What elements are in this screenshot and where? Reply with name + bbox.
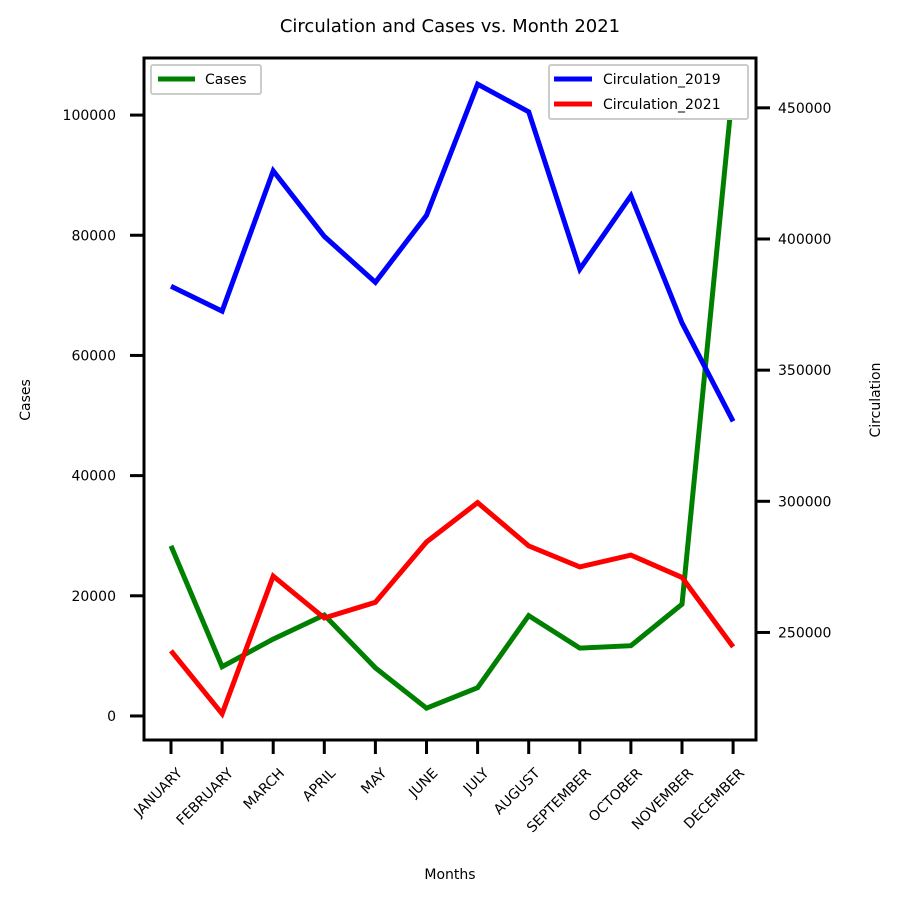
y-right-tick-label: 250000 [778,625,831,641]
chart-title: Circulation and Cases vs. Month 2021 [280,16,620,37]
x-axis-label: Months [424,867,475,883]
y-right-tick-label: 350000 [778,363,831,379]
y-axis-right-label: Circulation [868,363,884,438]
y-axis-left-label: Cases [18,379,34,421]
series-line-cases [168,84,736,712]
series-line-circulation-2021 [169,499,736,719]
legend-right-box [548,64,749,120]
legend-label: Circulation_2019 [603,72,721,88]
y-right-tick-label: 450000 [778,101,831,117]
plot-frame [142,56,758,742]
y-left-tick-label: 80000 [71,228,116,244]
y-left-tick-label: 0 [107,709,116,725]
series-line-circulation-2019 [169,80,736,423]
y-right-tick-label: 300000 [778,494,831,510]
legend-right: Circulation_2019 Circulation_2021 [548,64,749,120]
y-left-tick-label: 60000 [71,348,116,364]
legend-left: Cases [150,64,262,95]
legend-label: Circulation_2021 [603,97,721,113]
y-left-tick-label: 40000 [71,469,116,485]
y-right-tick-label: 400000 [778,232,831,248]
y-left-tick-label: 20000 [71,589,116,605]
legend-left-box [150,64,262,95]
y-left-tick-label: 100000 [63,108,116,124]
legend-label: Cases [205,72,247,88]
